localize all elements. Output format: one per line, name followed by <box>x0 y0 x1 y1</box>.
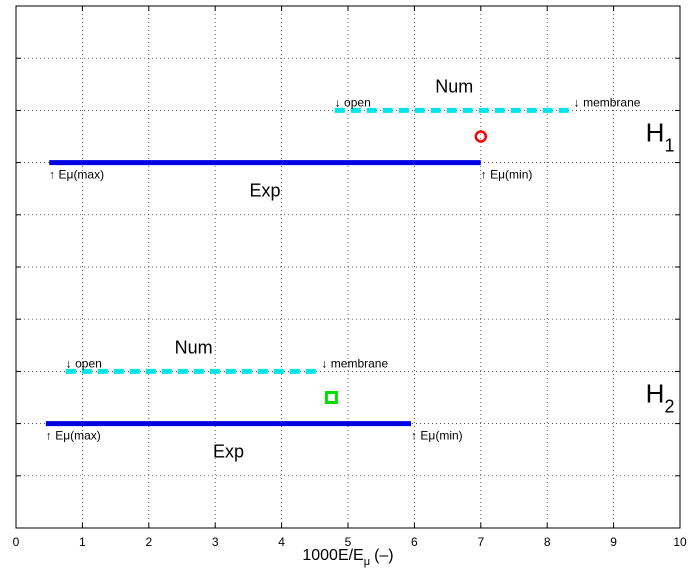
x-tick-label: 3 <box>212 535 219 549</box>
x-axis-label-main: 1000E/E <box>302 547 363 564</box>
num-start-annotation: ↓ open <box>335 95 371 109</box>
group-label-subscript: 1 <box>664 136 674 156</box>
group-label-main: H <box>646 379 665 409</box>
marker-circle <box>474 130 488 143</box>
exp-start-annotation: ↑ Eμ(max) <box>49 168 104 182</box>
x-ticks: 0 1 2 3 4 5 6 7 8 9 10 <box>13 6 687 549</box>
x-tick-label: 1 <box>79 535 86 549</box>
exp-series-label: Exp <box>213 442 244 462</box>
annotations-layer: Num ↓ open ↓ membrane Exp ↑ Eμ(max) ↑ Eμ(min)… <box>46 76 675 461</box>
x-tick-label: 9 <box>610 535 617 549</box>
x-tick-label: 8 <box>544 535 551 549</box>
num-end-annotation: ↓ membrane <box>321 356 388 370</box>
group-label-1: H1 <box>646 118 675 156</box>
group-label-subscript: 2 <box>664 397 674 417</box>
x-axis-label-unit: (–) <box>374 547 394 564</box>
series-layer <box>45 107 574 427</box>
x-tick-label: 2 <box>145 535 152 549</box>
group-label-main: H <box>646 118 665 148</box>
num-series-label: Num <box>175 337 213 357</box>
marker-square <box>324 391 338 404</box>
num-series-label: Num <box>435 76 473 96</box>
num-start-annotation: ↓ open <box>66 356 102 370</box>
num-end-annotation: ↓ membrane <box>574 95 641 109</box>
exp-start-annotation: ↑ Eμ(max) <box>46 429 101 443</box>
x-axis-label: 1000E/Eμ (–) <box>302 547 393 568</box>
x-tick-label: 4 <box>278 535 285 549</box>
x-tick-label: 10 <box>673 535 687 549</box>
exp-end-annotation: ↑ Eμ(min) <box>411 429 463 443</box>
x-tick-label: 5 <box>345 535 352 549</box>
exp-end-annotation: ↑ Eμ(min) <box>481 168 533 182</box>
group-label-2: H2 <box>646 379 675 417</box>
x-tick-label: 6 <box>411 535 418 549</box>
x-tick-label: 0 <box>13 535 20 549</box>
x-axis-label-subscript: μ <box>364 556 370 568</box>
x-tick-label: 7 <box>477 535 484 549</box>
exp-series-label: Exp <box>249 181 280 201</box>
